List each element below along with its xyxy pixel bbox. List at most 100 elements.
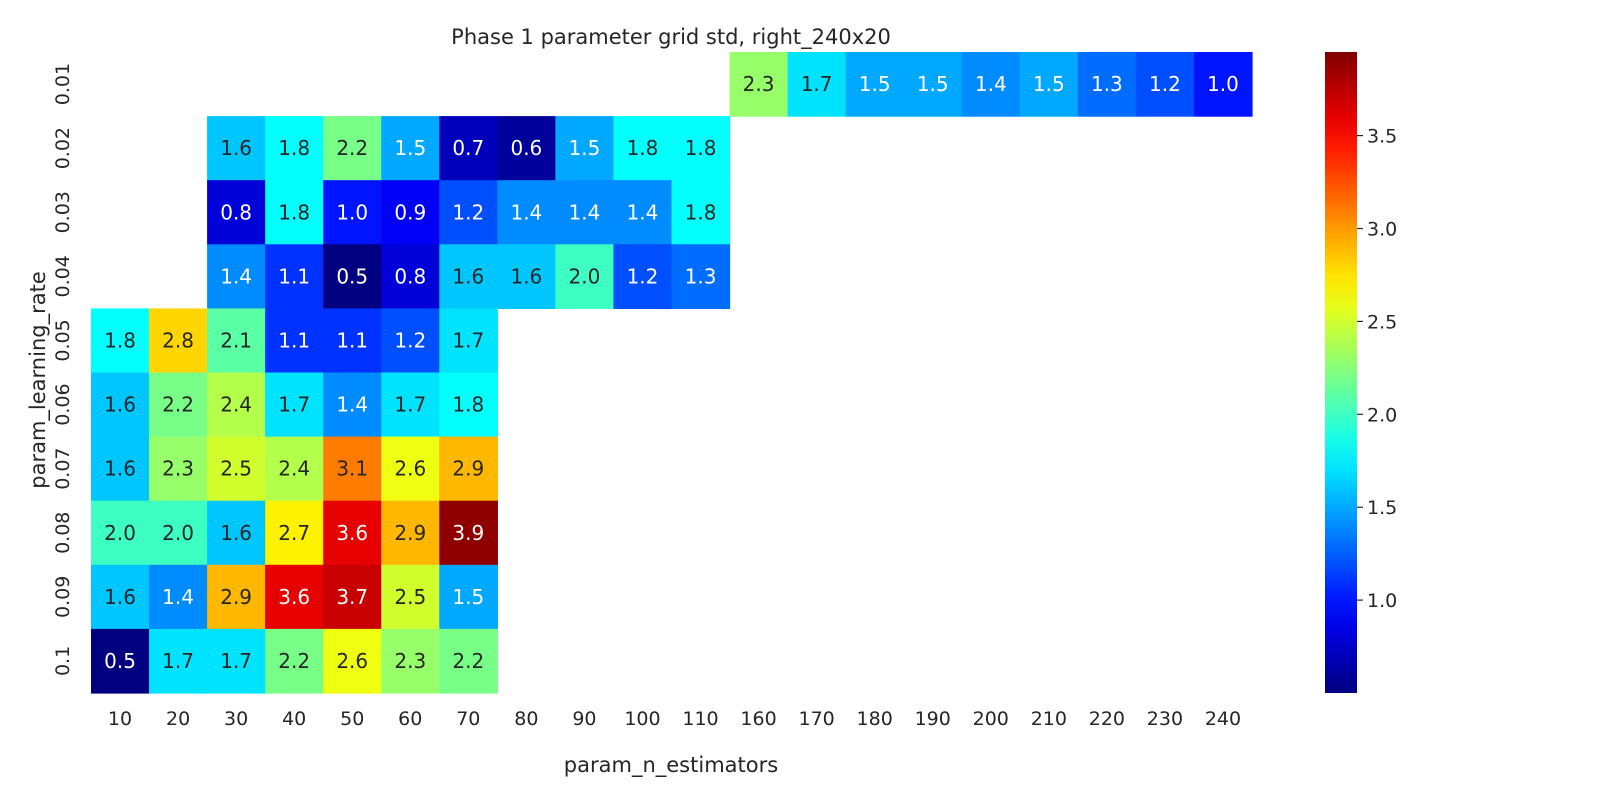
heatmap-cell <box>207 564 266 630</box>
y-tick-label: 0.05 <box>52 319 74 361</box>
colorbar-tick-label: 3.5 <box>1367 126 1397 148</box>
cell-value-label: 1.6 <box>104 457 136 481</box>
cell-value-label: 1.4 <box>510 200 542 224</box>
cell-value-label: 1.4 <box>336 393 368 417</box>
cell-value-label: 1.6 <box>104 585 136 609</box>
cell-value-label: 1.6 <box>220 136 252 160</box>
x-tick-label: 100 <box>624 708 660 730</box>
cell-value-label: 2.3 <box>743 72 775 96</box>
heatmap-cell <box>207 628 266 694</box>
cell-value-label: 0.5 <box>336 264 368 288</box>
heatmap-cell <box>323 116 382 181</box>
cell-value-label: 1.5 <box>452 585 484 609</box>
cell-value-label: 1.1 <box>336 328 368 352</box>
cell-value-label: 2.5 <box>394 585 426 609</box>
cell-value-label: 1.4 <box>569 200 601 224</box>
cell-value-label: 2.6 <box>394 457 426 481</box>
heatmap-cell <box>149 372 208 438</box>
cell-value-label: 1.7 <box>452 328 484 352</box>
x-tick-label: 60 <box>398 708 422 730</box>
cell-value-label: 1.4 <box>975 72 1007 96</box>
heatmap-cell <box>439 500 498 566</box>
colorbar-tick-label: 3.0 <box>1367 219 1397 241</box>
heatmap-cell <box>323 372 382 438</box>
heatmap-cell <box>439 308 498 374</box>
heatmap-cell <box>381 180 440 245</box>
cell-value-label: 1.6 <box>104 393 136 417</box>
cell-value-label: 1.6 <box>452 264 484 288</box>
colorbar-tick-label: 2.0 <box>1367 404 1397 426</box>
cell-value-label: 3.9 <box>452 521 484 545</box>
x-tick-label: 40 <box>282 708 306 730</box>
heatmap-cell <box>265 244 324 309</box>
cell-value-label: 0.8 <box>220 200 252 224</box>
cell-value-label: 2.2 <box>336 136 368 160</box>
heatmap-cell <box>207 244 266 309</box>
heatmap-cell <box>555 244 615 309</box>
x-axis-ticks: 10 20 30 40 50 60 70 80 90 100 110 160 170 180 190 200 2… <box>108 708 1241 730</box>
chart-title: Phase 1 parameter grid std, right_240x20 <box>451 25 891 50</box>
heatmap-cell <box>439 628 498 694</box>
cell-value-label: 1.7 <box>278 393 310 417</box>
cell-value-label: 1.2 <box>1149 72 1181 96</box>
heatmap-cell <box>381 244 440 309</box>
cell-value-label: 2.5 <box>220 457 252 481</box>
x-tick-label: 10 <box>108 708 132 730</box>
cell-value-label: 1.1 <box>278 328 310 352</box>
cell-value-label: 0.6 <box>510 136 542 160</box>
heatmap-cell <box>439 116 498 181</box>
cell-value-label: 1.8 <box>685 200 717 224</box>
heatmap-cell <box>207 180 266 245</box>
heatmap-cell <box>207 116 266 181</box>
cell-value-label: 2.3 <box>394 649 426 673</box>
cell-value-label: 1.8 <box>104 328 136 352</box>
cell-value-label: 1.8 <box>278 200 310 224</box>
heatmap-cell <box>439 436 498 502</box>
heatmap-cell <box>265 116 324 181</box>
cell-value-label: 3.6 <box>336 521 368 545</box>
cell-value-label: 1.1 <box>278 264 310 288</box>
y-tick-label: 0.04 <box>52 255 74 297</box>
cell-value-label: 1.5 <box>1033 72 1065 96</box>
colorbar: 1.0 1.5 2.0 2.5 3.0 3.5 <box>1325 52 1397 693</box>
heatmap-cell <box>323 628 382 694</box>
cell-value-label: 2.6 <box>336 649 368 673</box>
heatmap-cell <box>323 244 382 309</box>
cell-value-label: 0.7 <box>452 136 484 160</box>
x-tick-label: 30 <box>224 708 248 730</box>
heatmap-cell <box>729 52 789 117</box>
heatmap-cell <box>323 436 382 502</box>
heatmap-cell <box>439 244 498 309</box>
colorbar-tick-label: 1.0 <box>1367 590 1397 612</box>
x-tick-label: 170 <box>798 708 834 730</box>
heatmap-cell <box>787 52 847 117</box>
heatmap-cell <box>439 372 498 438</box>
x-axis-label: param_n_estimators <box>564 753 778 778</box>
heatmap-cell <box>381 308 440 374</box>
cell-value-label: 1.0 <box>1207 72 1239 96</box>
x-tick-label: 20 <box>166 708 190 730</box>
y-tick-label: 0.06 <box>52 383 74 425</box>
cell-value-label: 3.7 <box>336 585 368 609</box>
heatmap-cell <box>903 52 963 117</box>
cell-value-label: 1.8 <box>685 136 717 160</box>
heatmap-cell <box>497 116 556 181</box>
cell-value-label: 2.7 <box>278 521 310 545</box>
cell-value-label: 1.7 <box>394 393 426 417</box>
heatmap-cell <box>149 436 208 502</box>
heatmap-cell <box>149 500 208 566</box>
heatmap-cell <box>265 500 324 566</box>
heatmap-cell <box>613 116 673 181</box>
cell-value-label: 2.4 <box>220 393 252 417</box>
x-tick-label: 80 <box>514 708 538 730</box>
x-tick-label: 70 <box>456 708 480 730</box>
heatmap-cell <box>381 628 440 694</box>
heatmap-cell <box>671 180 731 245</box>
heatmap-cell <box>555 116 615 181</box>
heatmap-cell <box>497 244 556 309</box>
cell-value-label: 2.0 <box>104 521 136 545</box>
heatmap-cell <box>149 628 208 694</box>
y-axis-ticks: 0.01 0.02 0.03 0.04 0.05 0.06 0.07 0.08 0.09 0.1 <box>52 63 74 676</box>
heatmap-cell <box>845 52 905 117</box>
